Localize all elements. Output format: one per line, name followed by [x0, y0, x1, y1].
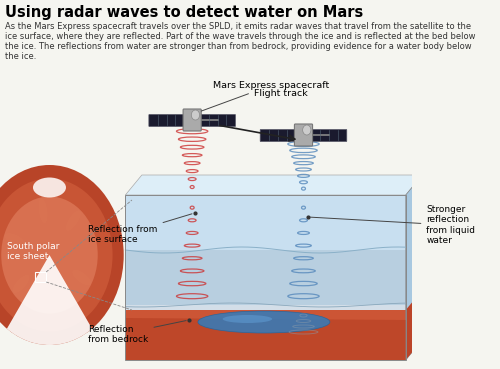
Polygon shape	[406, 175, 422, 360]
Text: Reflection from
ice surface: Reflection from ice surface	[88, 214, 192, 244]
FancyBboxPatch shape	[312, 130, 347, 141]
Ellipse shape	[198, 311, 330, 333]
Polygon shape	[406, 290, 422, 360]
Text: the ice. The reflections from water are stronger than from bedrock, providing ev: the ice. The reflections from water are …	[5, 42, 471, 51]
Polygon shape	[126, 310, 406, 360]
FancyBboxPatch shape	[200, 114, 235, 127]
Ellipse shape	[72, 270, 91, 285]
Text: South polar
ice sheet: South polar ice sheet	[6, 242, 59, 261]
Text: ice surface, where they are reflected. Part of the wave travels through the ice : ice surface, where they are reflected. P…	[5, 32, 476, 41]
Circle shape	[0, 179, 112, 331]
Polygon shape	[126, 250, 406, 305]
FancyBboxPatch shape	[149, 114, 184, 127]
Polygon shape	[126, 305, 406, 310]
Ellipse shape	[222, 315, 272, 323]
Ellipse shape	[5, 233, 24, 246]
FancyBboxPatch shape	[183, 109, 201, 131]
Ellipse shape	[38, 199, 48, 223]
Text: Mars Express spacecraft: Mars Express spacecraft	[202, 81, 329, 111]
Ellipse shape	[12, 275, 29, 293]
FancyBboxPatch shape	[260, 130, 296, 141]
Ellipse shape	[38, 287, 48, 312]
Circle shape	[192, 110, 200, 120]
Ellipse shape	[66, 210, 80, 231]
Polygon shape	[126, 195, 406, 250]
FancyBboxPatch shape	[294, 124, 312, 146]
Circle shape	[0, 165, 124, 345]
Bar	[0, 150, 116, 369]
Polygon shape	[126, 175, 422, 195]
Circle shape	[1, 197, 98, 314]
Wedge shape	[7, 255, 92, 345]
Text: Flight track: Flight track	[254, 89, 308, 98]
Bar	[34, 272, 46, 282]
Circle shape	[302, 125, 311, 135]
Ellipse shape	[62, 283, 74, 305]
Text: Stronger
reflection
from liquid
water: Stronger reflection from liquid water	[310, 205, 476, 245]
Text: As the Mars Express spacecraft travels over the SPLD, it emits radar waves that : As the Mars Express spacecraft travels o…	[5, 22, 471, 31]
Text: Reflection
from bedrock: Reflection from bedrock	[88, 321, 186, 344]
Text: the ice.: the ice.	[5, 52, 36, 61]
Polygon shape	[126, 318, 406, 360]
Text: Using radar waves to detect water on Mars: Using radar waves to detect water on Mar…	[5, 5, 363, 20]
Ellipse shape	[33, 177, 66, 197]
